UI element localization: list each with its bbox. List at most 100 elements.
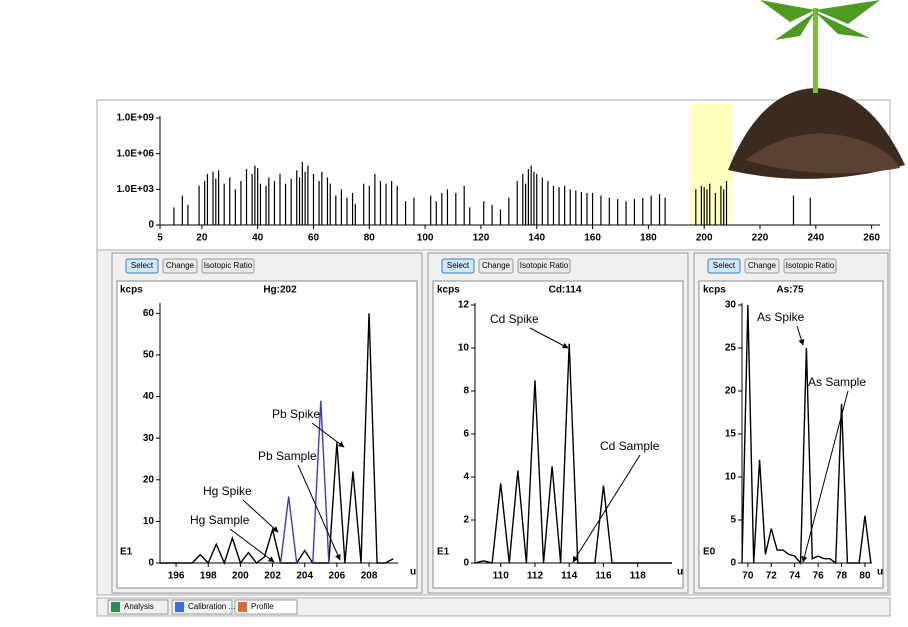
chart-frame [117,281,417,588]
x-tick-label: 180 [640,233,657,244]
x-tick-label: 206 [329,571,346,582]
y-tick-label: 25 [725,343,737,354]
x-tick-label: 114 [561,571,578,582]
x-tick-label: 240 [807,233,824,244]
x-tick-label: 70 [742,571,754,582]
button-label[interactable]: Select [131,261,154,270]
button-label[interactable]: Change [748,261,777,270]
x-tick-label: 160 [584,233,601,244]
x-tick-label: 204 [296,571,313,582]
x-tick-label: 196 [168,571,185,582]
y-tick-label: 1.0E+06 [116,148,154,159]
chart-frame [433,281,683,588]
y-tick-label: 10 [458,343,470,354]
y-tick-label: 0 [463,558,469,569]
button-label[interactable]: Change [482,261,511,270]
x-tick-label: 5 [157,233,163,244]
x-tick-label: 60 [308,233,320,244]
screen: 01.0E+031.0E+061.0E+09520406080100120140… [0,0,908,627]
button-label[interactable]: Isotopic Ratio [786,261,835,270]
exponent-label: E0 [703,547,716,558]
x-tick-label: 208 [361,571,378,582]
stem [813,8,818,93]
y-tick-label: 12 [458,300,470,311]
x-tick-label: 80 [364,233,376,244]
y-tick-label: 6 [463,429,469,440]
button-label[interactable]: Select [447,261,470,270]
y-unit: kcps [437,285,460,296]
x-tick-label: 200 [696,233,713,244]
x-tick-label: 80 [859,571,871,582]
y-tick-label: 50 [143,350,155,361]
y-tick-label: 15 [725,429,737,440]
y-tick-label: 30 [725,300,737,311]
tab-icon [238,602,247,612]
plant-image [728,0,905,179]
chart-title: Cd:114 [549,285,582,296]
x-tick-label: 20 [196,233,208,244]
y-tick-label: 60 [143,308,155,319]
y-unit: kcps [703,285,726,296]
y-tick-label: 30 [143,433,155,444]
y-tick-label: 4 [463,472,469,483]
y-tick-label: 10 [725,472,737,483]
tab-icon [175,602,184,612]
annotation: Pb Spike [272,407,320,421]
x-tick-label: 74 [789,571,801,582]
x-tick-label: 78 [836,571,848,582]
chart-title: As:75 [776,285,804,296]
tab-icon [111,602,120,612]
x-tick-label: 76 [813,571,825,582]
button-label[interactable]: Select [713,261,736,270]
annotation: Hg Sample [190,513,250,527]
y-tick-label: 20 [143,474,155,485]
tab-label[interactable]: Calibration ... [188,602,235,611]
y-tick-label: 10 [143,516,155,527]
y-tick-label: 2 [463,515,469,526]
x-tick-label: 140 [528,233,545,244]
x-tick-label: 200 [232,571,249,582]
x-unit: u [677,567,683,578]
y-tick-label: 0 [730,558,736,569]
y-tick-label: 0 [148,220,154,231]
button-label[interactable]: Change [166,261,195,270]
x-tick-label: 220 [752,233,769,244]
x-tick-label: 120 [473,233,490,244]
y-tick-label: 5 [730,515,736,526]
selected-range [690,104,732,225]
annotation: Cd Sample [600,439,660,453]
x-tick-label: 116 [595,571,612,582]
chart-title: Hg:202 [263,285,297,296]
y-tick-label: 20 [725,386,737,397]
x-tick-label: 72 [766,571,778,582]
button-label[interactable]: Isotopic Ratio [520,261,569,270]
x-unit: u [877,567,883,578]
x-unit: u [410,567,416,578]
annotation: Pb Sample [258,449,317,463]
annotation: Hg Spike [203,484,252,498]
page: {"chart_data": [ {"type": "bar", "log_sc… [0,0,908,627]
exponent-label: E1 [120,547,133,558]
annotation: Cd Spike [490,312,539,326]
y-unit: kcps [120,285,143,296]
tab-label[interactable]: Analysis [124,602,154,611]
x-tick-label: 110 [493,571,510,582]
leaves [760,0,880,40]
y-tick-label: 40 [143,391,155,402]
tab-label[interactable]: Profile [251,602,274,611]
y-tick-label: 8 [463,386,469,397]
exponent-label: E1 [437,547,450,558]
x-tick-label: 260 [863,233,880,244]
x-tick-label: 202 [264,571,281,582]
x-tick-label: 112 [527,571,544,582]
x-tick-label: 100 [417,233,434,244]
y-tick-label: 1.0E+09 [116,113,154,124]
y-tick-label: 1.0E+03 [116,184,154,195]
annotation: As Sample [808,375,866,389]
annotation: As Spike [757,310,805,324]
x-tick-label: 198 [200,571,217,582]
y-tick-label: 0 [148,558,154,569]
x-tick-label: 40 [252,233,264,244]
x-tick-label: 118 [630,571,647,582]
button-label[interactable]: Isotopic Ratio [204,261,253,270]
